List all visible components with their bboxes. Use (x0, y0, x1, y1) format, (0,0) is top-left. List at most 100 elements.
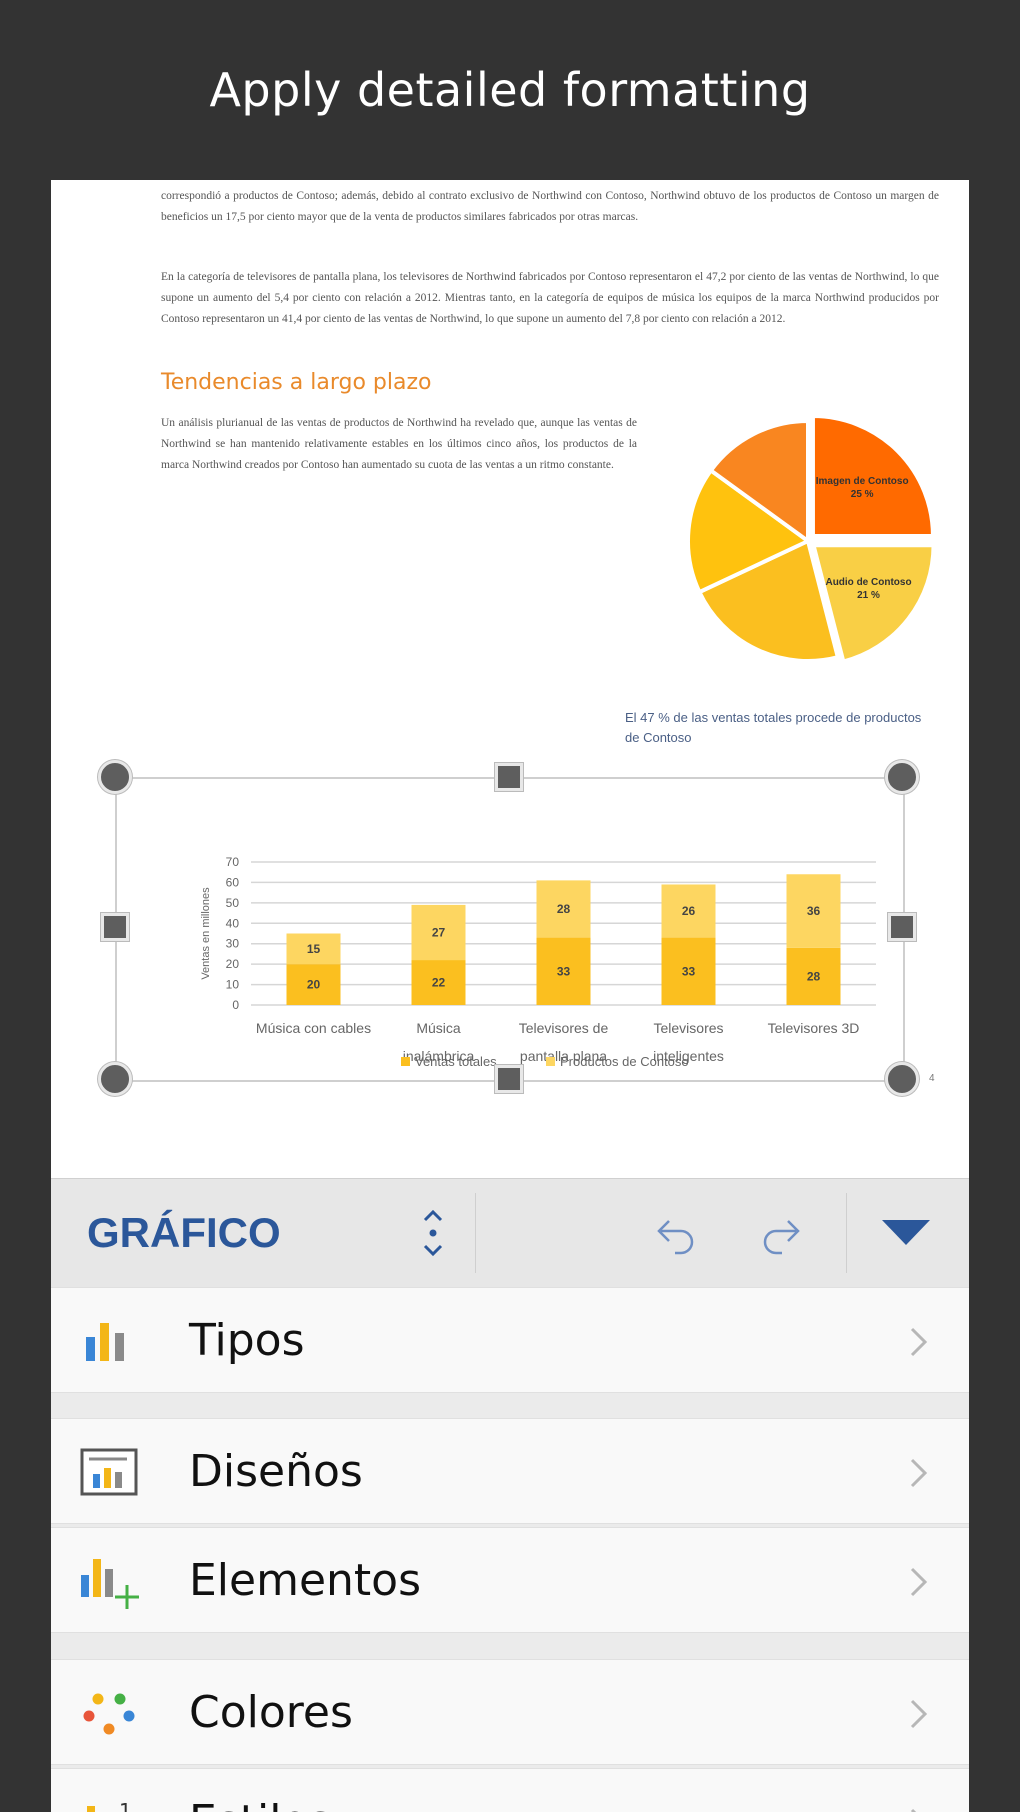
ribbon-tab-selector[interactable]: GRÁFICO (87, 1209, 281, 1256)
menu-item-label: Elementos (189, 1555, 422, 1606)
resize-handle-left[interactable] (101, 913, 129, 941)
y-tick-label: 0 (232, 998, 239, 1012)
promo-banner: Apply detailed formatting (0, 0, 1020, 180)
pie-slice[interactable] (810, 414, 935, 539)
chevron-right-icon (910, 1699, 928, 1729)
bar-data-label: 27 (432, 925, 446, 939)
bar-data-label: 33 (557, 964, 571, 978)
pie-slice-value: 25 % (851, 489, 874, 500)
resize-handle-bottom[interactable] (495, 1065, 523, 1093)
menu-item-label: Colores (189, 1687, 353, 1738)
menu-item-label: Tipos (189, 1315, 305, 1366)
chart-types-icon (86, 1323, 124, 1361)
document-canvas[interactable]: correspondió a productos de Contoso; ade… (51, 180, 969, 1178)
bar-segment[interactable] (786, 947, 841, 1005)
resize-handle-top-left[interactable] (98, 760, 132, 794)
resize-handle-right[interactable] (888, 913, 916, 941)
x-category-label: inalámbrica (403, 1048, 475, 1064)
bar-data-label: 28 (557, 902, 571, 916)
y-tick-label: 20 (226, 957, 240, 971)
resize-handle-top-right[interactable] (885, 760, 919, 794)
bar-data-label: 15 (307, 942, 321, 956)
y-axis-label: Ventas en millones (200, 887, 212, 980)
device-screen: correspondió a productos de Contoso; ade… (51, 180, 969, 1812)
pie-chart[interactable]: Imagen de Contoso 25 % Audio de Contoso 21 … (668, 401, 948, 681)
resize-handle-bottom-right[interactable] (885, 1062, 919, 1096)
bar-data-label: 20 (307, 978, 321, 992)
section-heading: Tendencias a largo plazo (161, 370, 432, 395)
toolbar-divider (475, 1193, 476, 1273)
bar-chart[interactable]: 0 10 20 30 40 50 60 70 Ventas en millones 20 15 Mús… (131, 780, 891, 1080)
bar-data-label: 26 (682, 904, 696, 918)
collapse-triangle-icon[interactable] (881, 1219, 931, 1247)
pie-slice-label: Audio de Contoso (825, 577, 911, 588)
chevron-right-icon (910, 1327, 928, 1357)
bar-segment[interactable] (286, 964, 341, 1005)
svg-text:1: 1 (119, 1799, 132, 1812)
resize-handle-bottom-left[interactable] (98, 1062, 132, 1096)
menu-item-label: Diseños (189, 1446, 363, 1497)
menu-item-estilos[interactable]: 1 Estilos (51, 1768, 969, 1812)
menu-item-tipos[interactable]: Tipos (51, 1287, 969, 1393)
banner-title: Apply detailed formatting (209, 63, 811, 117)
chart-colors-icon (83, 1693, 135, 1735)
document-paragraph: Un análisis plurianual de las ventas de … (161, 417, 637, 471)
pie-slice[interactable] (810, 543, 936, 664)
document-paragraph: En la categoría de televisores de pantal… (161, 271, 939, 325)
y-tick-label: 70 (226, 855, 240, 869)
y-tick-label: 40 (226, 916, 240, 930)
bar-segment[interactable] (661, 937, 716, 1005)
bar-data-label: 28 (807, 969, 821, 983)
legend-entry: Ventas totales (415, 1054, 497, 1069)
x-category-label: Televisores 3D (768, 1020, 860, 1036)
chart-styles-icon: 1 (87, 1799, 132, 1812)
ribbon-toolbar: GRÁFICO (51, 1178, 969, 1288)
updown-arrows-icon[interactable] (419, 1205, 447, 1261)
legend-entry: Productos de Contoso (560, 1054, 689, 1069)
chevron-right-icon (910, 1458, 928, 1488)
chart-layouts-icon (80, 1448, 138, 1496)
menu-item-disenos[interactable]: Diseños (51, 1418, 969, 1524)
x-category-label: pantalla plana (520, 1048, 607, 1064)
bar-segment[interactable] (411, 904, 466, 961)
resize-handle-top[interactable] (495, 763, 523, 791)
pie-slice[interactable] (708, 418, 810, 545)
pie-slice-value: 21 % (857, 590, 880, 601)
page-marker: 4 (929, 1073, 935, 1084)
chevron-right-icon (910, 1808, 917, 1812)
bar-data-label: 33 (682, 964, 696, 978)
chart-options-menu: Tipos Diseños Elementos (51, 1287, 969, 1812)
bar-segment[interactable] (661, 884, 716, 938)
bar-segment[interactable] (286, 933, 341, 965)
document-paragraph: correspondió a productos de Contoso; ade… (161, 190, 939, 223)
chart-elements-icon (81, 1559, 139, 1609)
x-category-label: Televisores de (519, 1020, 609, 1036)
pie-chart-caption: El 47 % de las ventas totales procede de… (625, 710, 922, 745)
bar-segment[interactable] (786, 874, 841, 948)
chevron-right-icon (910, 1567, 928, 1597)
y-tick-label: 50 (226, 896, 240, 910)
bar-data-label: 22 (432, 976, 446, 990)
menu-item-colores[interactable]: Colores (51, 1659, 969, 1765)
y-tick-label: 10 (226, 978, 240, 992)
undo-icon[interactable] (649, 1211, 701, 1255)
y-tick-label: 60 (226, 875, 240, 889)
toolbar-divider (846, 1193, 847, 1273)
bar-segment[interactable] (536, 937, 591, 1005)
menu-item-label: Estilos (189, 1769, 331, 1812)
x-category-label: inteligentes (653, 1048, 724, 1064)
bar-segment[interactable] (411, 960, 466, 1005)
legend-swatch (546, 1057, 555, 1066)
pie-slice-label: Imagen de Contoso (816, 476, 909, 487)
pie-slice[interactable] (696, 538, 841, 663)
bar-segment[interactable] (536, 880, 591, 938)
bar-data-label: 36 (807, 904, 821, 918)
x-category-label: Televisores (653, 1020, 723, 1036)
x-category-label: Música con cables (256, 1020, 371, 1036)
x-category-label: Música (416, 1020, 461, 1036)
y-tick-label: 30 (226, 937, 240, 951)
pie-slice[interactable] (686, 467, 812, 595)
menu-item-elementos[interactable]: Elementos (51, 1527, 969, 1633)
legend-swatch (401, 1057, 410, 1066)
redo-icon[interactable] (756, 1211, 808, 1255)
